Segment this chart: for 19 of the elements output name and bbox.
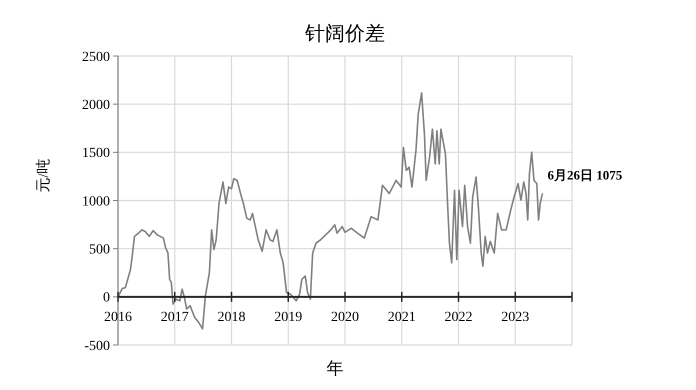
- x-tick-label: 2022: [444, 310, 472, 325]
- x-tick-label: 2017: [160, 310, 189, 325]
- y-tick-label: -500: [84, 338, 110, 354]
- chart-title: 针阔价差: [304, 23, 385, 45]
- x-tick-label: 2016: [104, 310, 132, 325]
- x-tick-label: 2020: [331, 310, 359, 325]
- x-tick-label: 2018: [218, 310, 246, 325]
- y-tick-label: 1500: [82, 146, 110, 162]
- x-tick-label: 2021: [388, 310, 416, 325]
- y-tick-label: 0: [103, 290, 110, 306]
- y-tick-label: 2000: [82, 98, 110, 114]
- y-axis-title: 元/吨: [35, 158, 52, 193]
- x-tick-label: 2019: [274, 310, 302, 325]
- y-tick-label: 500: [89, 242, 110, 258]
- x-tick-label: 2023: [501, 310, 530, 325]
- y-tick-label: 1000: [82, 194, 110, 210]
- x-axis-title: 年: [326, 359, 344, 378]
- annotation: 6月26日 1075: [547, 167, 623, 182]
- y-tick-label: 2500: [82, 50, 110, 65]
